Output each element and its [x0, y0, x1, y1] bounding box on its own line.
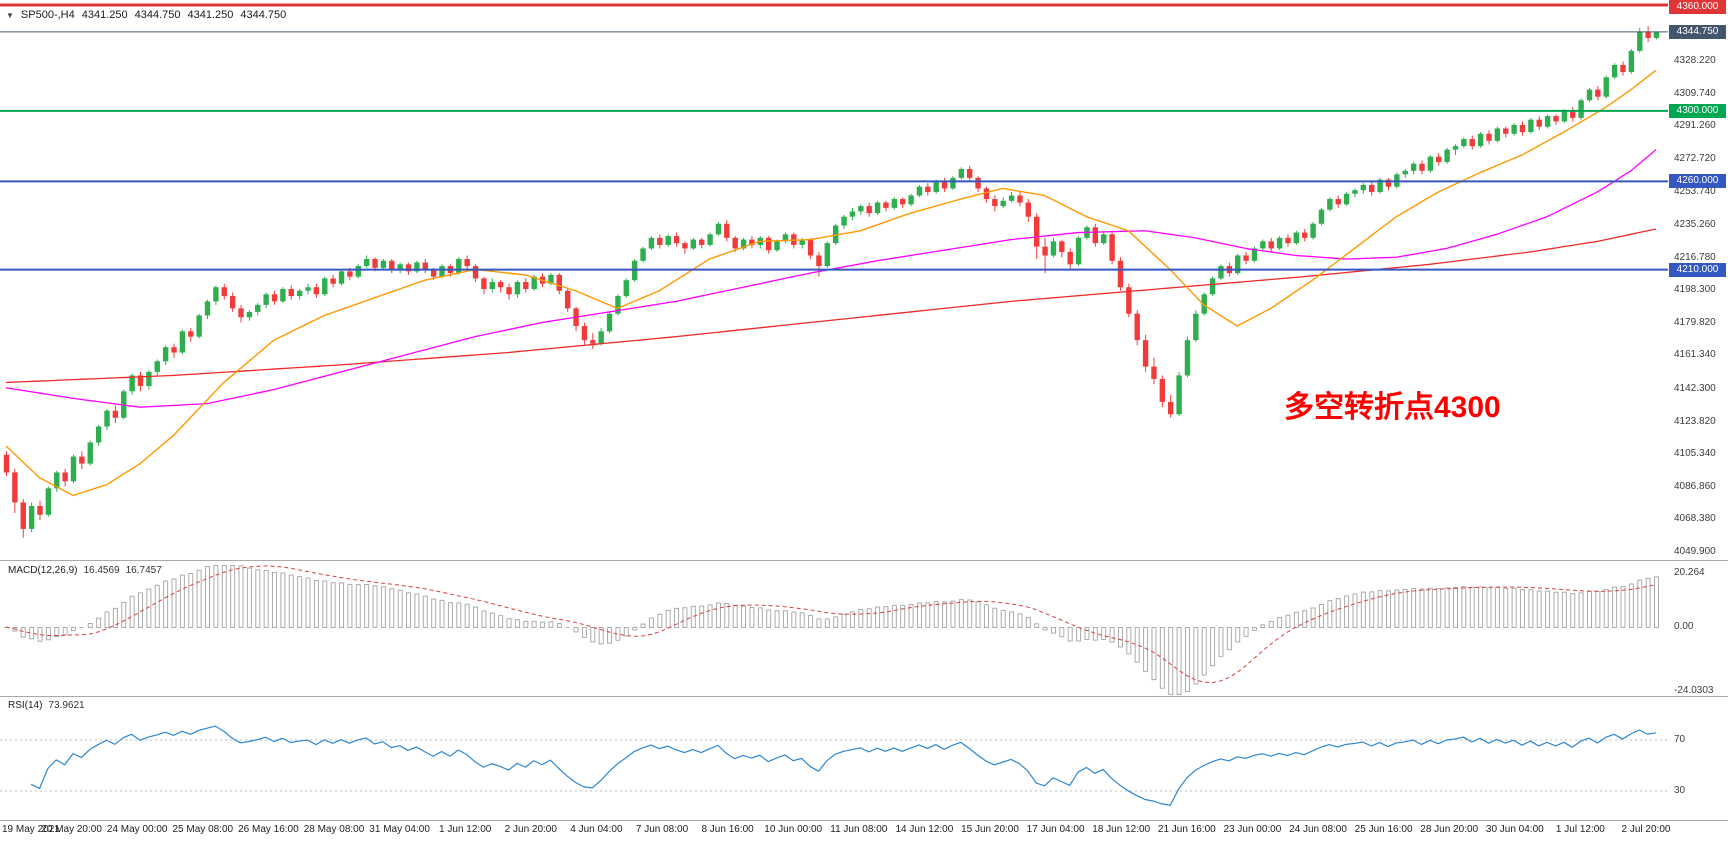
time-axis-label: 4 Jun 04:00	[570, 824, 623, 835]
time-axis-label: 28 May 08:00	[303, 824, 365, 835]
time-axis-label: 10 Jun 00:00	[764, 824, 823, 835]
macd-axis-label: 20.264	[1674, 567, 1705, 578]
time-axis-label: 15 Jun 20:00	[961, 824, 1019, 835]
price-axis-label: 4123.820	[1674, 415, 1716, 427]
price-axis-label: 4179.820	[1674, 316, 1716, 328]
time-axis-label: 8 Jun 16:00	[701, 824, 754, 835]
macd-axis-label: -24.0303	[1674, 685, 1714, 696]
time-axis-label: 25 May 08:00	[172, 824, 234, 835]
time-axis-label: 7 Jun 08:00	[635, 824, 689, 835]
time-axis-label: 1 Jul 12:00	[1555, 824, 1605, 835]
price-axis-label: 4309.740	[1674, 87, 1716, 99]
annotation-text[interactable]: 多空转折点4300	[1284, 391, 1501, 424]
symbol-timeframe: SP500-,H4	[20, 9, 75, 21]
ohlc-high: 4344.750	[134, 9, 181, 21]
time-axis-label: 20 May 20:00	[41, 824, 102, 835]
macd-axis-label: 0.00	[1674, 620, 1694, 632]
price-level-badge: 4300.000	[1669, 103, 1726, 118]
time-axis-label: 18 Jun 12:00	[1092, 824, 1151, 835]
time-axis-label: 11 Jun 08:00	[830, 824, 888, 835]
time-axis-label: 25 Jun 16:00	[1354, 824, 1413, 835]
price-level-badge: 4344.750	[1669, 24, 1726, 39]
price-level-badge: 4260.000	[1669, 174, 1726, 189]
time-axis-label: 26 May 16:00	[238, 824, 299, 835]
macd-value-main: 16.4569	[83, 565, 120, 576]
macd-indicator-label: MACD(12,26,9) 16.4569 16.7457	[8, 565, 162, 576]
symbol-info-bar: ▼ SP500-,H4 4341.250 4344.750 4341.250 4…	[6, 9, 286, 21]
rsi-axis-label: 70	[1674, 734, 1686, 745]
time-axis-label: 24 Jun 08:00	[1289, 824, 1347, 835]
macd-value-signal: 16.7457	[125, 565, 162, 576]
rsi-axis-label: 30	[1674, 785, 1686, 796]
time-axis-label: 24 May 00:00	[106, 824, 168, 835]
ohlc-open: 4341.250	[81, 9, 128, 21]
macd-name: MACD(12,26,9)	[8, 565, 78, 576]
price-axis-label: 4291.260	[1674, 120, 1716, 132]
time-axis-label: 2 Jun 20:00	[504, 824, 557, 835]
price-axis-label: 4216.780	[1674, 251, 1716, 263]
time-axis-label: 28 Jun 20:00	[1420, 824, 1479, 835]
price-axis-label: 4272.720	[1674, 152, 1716, 164]
ohlc-close: 4344.750	[240, 9, 287, 21]
time-axis-label: 14 Jun 12:00	[895, 824, 954, 835]
price-axis-label: 4161.340	[1674, 349, 1716, 361]
time-axis-label: 23 Jun 00:00	[1223, 824, 1282, 835]
time-axis-label: 19 May 2021	[2, 824, 60, 835]
price-axis-label: 4253.740	[1674, 186, 1716, 198]
price-axis-label: 4086.860	[1674, 480, 1716, 492]
rsi-value: 73.9621	[48, 700, 85, 711]
price-axis-label: 4235.260	[1674, 219, 1716, 231]
ohlc-low: 4341.250	[187, 9, 234, 21]
rsi-name: RSI(14)	[8, 700, 43, 711]
price-axis-label: 4105.340	[1674, 448, 1716, 460]
time-axis-label: 1 Jun 12:00	[439, 824, 492, 835]
price-axis-label: 4198.300	[1674, 284, 1716, 296]
time-axis-label: 21 Jun 16:00	[1157, 824, 1216, 835]
price-axis-label: 4049.900	[1674, 546, 1716, 557]
time-axis-label: 17 Jun 04:00	[1026, 824, 1085, 835]
time-axis-label: 30 Jun 04:00	[1485, 824, 1544, 835]
price-level-badge: 4360.000	[1669, 0, 1726, 14]
rsi-indicator-label: RSI(14) 73.9621	[8, 700, 85, 711]
time-axis-label: 31 May 04:00	[369, 824, 430, 835]
time-axis-label: 2 Jul 20:00	[1621, 824, 1671, 835]
price-axis-label: 4328.220	[1674, 55, 1716, 67]
price-level-badge: 4210.000	[1669, 262, 1726, 277]
price-axis-label: 4068.380	[1674, 513, 1716, 525]
price-axis-label: 4142.300	[1674, 383, 1716, 394]
chart-menu-icon[interactable]: ▼	[6, 10, 14, 20]
